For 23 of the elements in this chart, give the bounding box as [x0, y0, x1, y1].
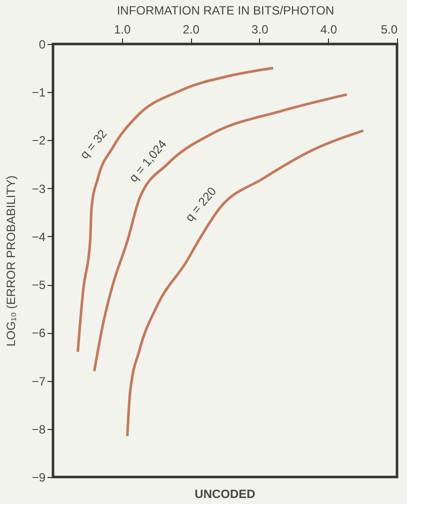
text: UNCODED: [194, 487, 256, 501]
x-tick-label: 5.0: [380, 22, 398, 36]
x-tick-label: 3.0: [252, 22, 269, 36]
annotation: q = 220: [182, 184, 220, 224]
annotation: q = 32: [77, 126, 110, 162]
y-tick-label: −1: [32, 86, 46, 100]
y-tick-label: −8: [32, 422, 46, 436]
x-axis-title: INFORMATION RATE IN BITS/PHOTON: [116, 4, 334, 18]
y-tick-label: 0: [38, 38, 46, 52]
y-tick-label: −9: [32, 470, 46, 484]
y-tick-label: −6: [32, 326, 46, 340]
line-series: [92, 93, 348, 372]
line-series: [126, 129, 365, 438]
x-tick-label: 1.0: [114, 22, 131, 36]
y-tick-label: −2: [32, 134, 46, 148]
y-tick-label: −7: [32, 374, 46, 388]
y-tick-label: −4: [32, 230, 46, 244]
x-tick-label: 2.0: [182, 22, 200, 36]
x-tick-label: 4.0: [320, 22, 338, 36]
y-axis-title: LOG₁₀ (ERROR PROBABILITY): [4, 175, 18, 347]
y-tick-label: −3: [32, 182, 46, 196]
line-series: [76, 66, 274, 354]
y-tick-label: −5: [32, 278, 46, 292]
